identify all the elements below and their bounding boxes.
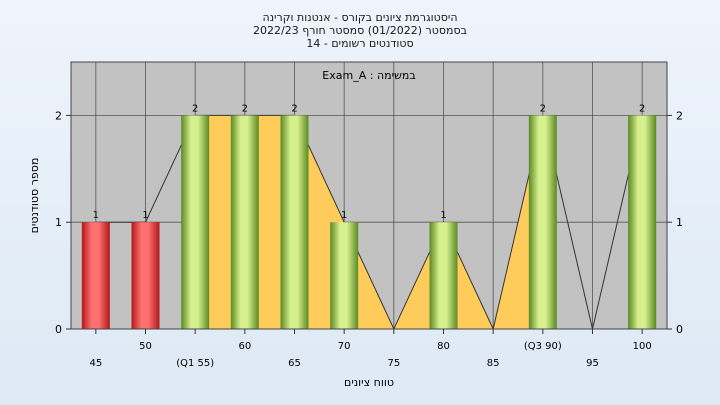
x-tick-label: 70 [338, 341, 351, 352]
bar-value-label: 2 [192, 103, 198, 114]
bar-value-label: 1 [440, 210, 446, 221]
bar-65 [280, 115, 309, 330]
y-tick-label-left: 1 [55, 216, 62, 229]
bar-50 [131, 222, 160, 329]
y-tick-label-right: 2 [676, 109, 683, 122]
x-tick-label: (Q3 90) [524, 341, 562, 352]
bar-value-label: 2 [639, 103, 645, 114]
x-tick-label: 95 [586, 358, 599, 369]
plot-border [70, 61, 668, 330]
y-tick-label-right: 1 [676, 216, 683, 229]
bar-45 [81, 222, 110, 329]
bar-100 [628, 115, 657, 330]
y-tick-label-right: 0 [676, 323, 683, 336]
chart-title-line-3: סטודנטים רשומים - 14 [306, 37, 414, 50]
y-axis-label: מספר סטודנטים [28, 158, 41, 234]
chart-title-line-2: בסמסטר (01/2022) סמסטר חורף 2022/23 [253, 24, 467, 37]
x-tick-label: 100 [633, 341, 652, 352]
bar-value-label: 2 [242, 103, 248, 114]
x-tick-label: 80 [437, 341, 450, 352]
chart-title-line-1: היסטוגרמת ציונים בקורס - אנטנות וקרינה [262, 11, 458, 24]
bar-value-label: 1 [93, 210, 99, 221]
x-tick-label: 50 [139, 341, 152, 352]
y-tick-label-left: 2 [55, 109, 62, 122]
x-tick-label: 65 [288, 358, 301, 369]
bar-70 [330, 222, 359, 329]
x-axis-label: טווח ציונים [344, 376, 394, 389]
x-tick-label: 60 [238, 341, 251, 352]
bar-value-label: 1 [341, 210, 347, 221]
x-tick-label: 45 [89, 358, 102, 369]
bar-value-label: 2 [291, 103, 297, 114]
bar-60 [230, 115, 259, 330]
chart-annotation: במשימה : Exam_A [322, 69, 415, 82]
bar-Q1-55 [181, 115, 210, 330]
x-tick-label: (Q1 55) [176, 358, 214, 369]
bar-value-label: 2 [540, 103, 546, 114]
bar-80 [429, 222, 458, 329]
x-tick-label: 85 [487, 358, 500, 369]
bar-Q3-90 [528, 115, 557, 330]
bar-value-label: 1 [142, 210, 148, 221]
y-tick-label-left: 0 [55, 323, 62, 336]
x-tick-label: 75 [387, 358, 400, 369]
